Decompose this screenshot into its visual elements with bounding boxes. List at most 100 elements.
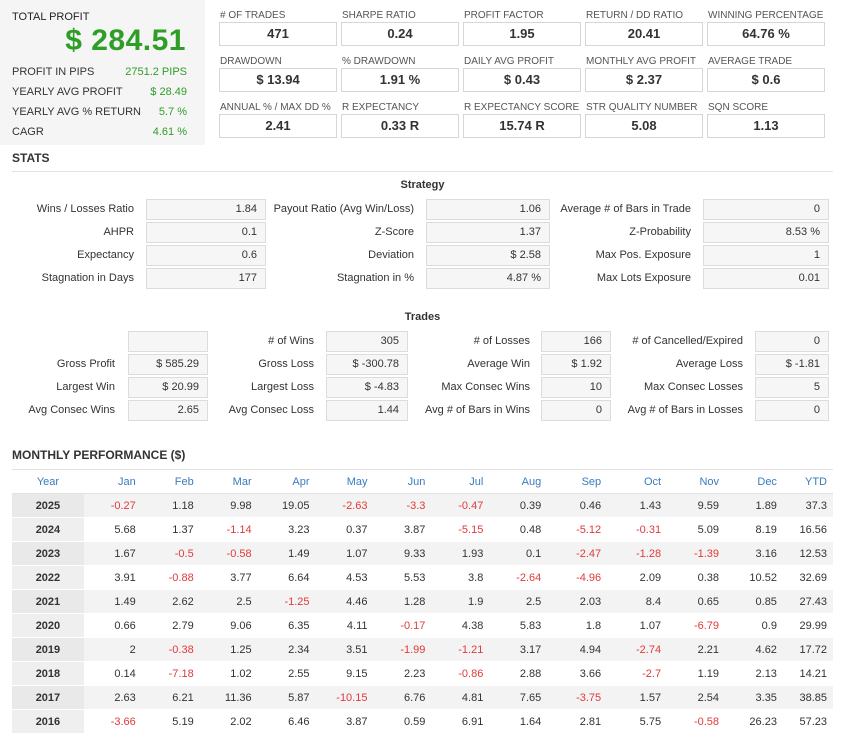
month-value-cell: -5.12: [547, 517, 608, 542]
month-value-cell: -3.75: [547, 685, 608, 710]
metric-trades: # OF TRADES 471: [219, 8, 337, 46]
month-value-cell: 2.09: [607, 565, 668, 590]
month-value-cell: 1.43: [607, 493, 668, 518]
month-value-cell: 3.16: [725, 541, 783, 566]
table-body: 2025 -0.27 1.18 9.98 19.05 -2.63 -3.3 -0.47 0.39…: [12, 493, 833, 734]
month-value-cell: -5.15: [431, 517, 490, 542]
month-value-cell: 9.15: [315, 661, 374, 686]
stat-value: $ -4.83: [326, 377, 408, 398]
stat-value: $ 2.58: [426, 245, 550, 266]
stat-value: 1.44: [326, 400, 408, 421]
month-value-cell: 0.37: [315, 517, 374, 542]
month-value-cell: 38.85: [782, 685, 833, 710]
summary-row-value: 5.7 %: [158, 106, 187, 118]
month-value-cell: 4.62: [725, 637, 783, 662]
table-row: 2019 2 -0.38 1.25 2.34 3.51 -1.99 -1.21 3.17 4.94…: [12, 637, 833, 662]
month-value-cell: 2.21: [667, 637, 726, 662]
stat-value: 1.84: [146, 199, 266, 220]
stat-value: 1: [703, 245, 829, 266]
monthly-performance-title: MONTHLY PERFORMANCE ($): [12, 448, 186, 462]
metric-sqn-score: SQN SCORE 1.13: [707, 100, 825, 138]
month-value-cell: 9.06: [199, 613, 258, 638]
month-value-cell: 8.19: [725, 517, 783, 542]
summary-row-label: YEARLY AVG % RETURN: [12, 106, 141, 118]
month-value-cell: 5.87: [257, 685, 316, 710]
column-header-jan: Jan: [83, 469, 142, 494]
stat-value: 8.53 %: [703, 222, 829, 243]
month-value-cell: -2.47: [547, 541, 608, 566]
stat-value: 0.1: [146, 222, 266, 243]
month-value-cell: 14.21: [782, 661, 833, 686]
metric-percent-drawdown: % DRAWDOWN 1.91 %: [341, 54, 459, 92]
metric-label: # OF TRADES: [220, 10, 286, 21]
month-value-cell: 2.03: [547, 589, 608, 614]
metric-str-quality-number: STR QUALITY NUMBER 5.08: [585, 100, 703, 138]
stat-value: 0: [755, 400, 829, 421]
stat-value: 0.01: [703, 268, 829, 289]
metric-label: PROFIT FACTOR: [464, 10, 544, 21]
metric-label: AVERAGE TRADE: [708, 56, 793, 67]
month-value-cell: -0.17: [373, 613, 432, 638]
month-value-cell: 3.51: [315, 637, 374, 662]
month-value-cell: -0.88: [141, 565, 200, 590]
month-value-cell: -0.58: [199, 541, 258, 566]
total-profit-label: TOTAL PROFIT: [12, 11, 90, 23]
month-value-cell: 2.88: [489, 661, 548, 686]
month-value-cell: 2.5: [489, 589, 548, 614]
summary-row-label: YEARLY AVG PROFIT: [12, 86, 123, 98]
metric-label: % DRAWDOWN: [342, 56, 416, 67]
table-row: 2020 0.66 2.79 9.06 6.35 4.11 -0.17 4.38 5.83 1.8…: [12, 613, 833, 638]
year-cell: 2020: [12, 613, 84, 638]
month-value-cell: 2.63: [83, 685, 142, 710]
metric-drawdown: DRAWDOWN $ 13.94: [219, 54, 337, 92]
month-value-cell: -10.15: [315, 685, 374, 710]
month-value-cell: 3.35: [725, 685, 783, 710]
column-header-year: Year: [12, 469, 84, 494]
year-cell: 2025: [12, 493, 84, 518]
month-value-cell: 6.35: [257, 613, 316, 638]
month-value-cell: 5.09: [667, 517, 726, 542]
column-header-apr: Apr: [257, 469, 316, 494]
month-value-cell: 4.53: [315, 565, 374, 590]
stat-label: Avg # of Bars in Wins: [425, 404, 530, 416]
month-value-cell: 5.53: [373, 565, 432, 590]
table-row: 2023 1.67 -0.5 -0.58 1.49 1.07 9.33 1.93 0.1 -2.4…: [12, 541, 833, 566]
stats-divider: [12, 171, 833, 172]
stat-label: Largest Loss: [251, 381, 314, 393]
year-cell: 2022: [12, 565, 84, 590]
month-value-cell: 2.81: [547, 709, 608, 734]
month-value-cell: 1.37: [141, 517, 200, 542]
stat-value: 0.6: [146, 245, 266, 266]
column-header-oct: Oct: [607, 469, 668, 494]
stat-label: Stagnation in Days: [41, 272, 134, 284]
stat-label: Max Consec Wins: [441, 381, 530, 393]
month-value-cell: 5.68: [83, 517, 142, 542]
stat-value: $ 20.99: [128, 377, 208, 398]
table-row: 2025 -0.27 1.18 9.98 19.05 -2.63 -3.3 -0.47 0.39…: [12, 493, 833, 518]
metric-label: ANNUAL % / MAX DD %: [220, 102, 331, 113]
metric-label: WINNING PERCENTAGE: [708, 10, 824, 21]
month-value-cell: 0.39: [489, 493, 548, 518]
total-profit-value: $ 284.51: [65, 24, 186, 57]
column-header-jul: Jul: [431, 469, 490, 494]
table-row: 2021 1.49 2.62 2.5 -1.25 4.46 1.28 1.9 2.5 2.03 8.…: [12, 589, 833, 614]
month-value-cell: -0.58: [667, 709, 726, 734]
month-value-cell: -3.3: [373, 493, 432, 518]
month-value-cell: 1.57: [607, 685, 668, 710]
metric-monthly-avg-profit: MONTHLY AVG PROFIT $ 2.37: [585, 54, 703, 92]
month-value-cell: 1.9: [431, 589, 490, 614]
metric-value: 0.24: [341, 22, 459, 46]
year-cell: 2016: [12, 709, 84, 734]
month-value-cell: 57.23: [782, 709, 833, 734]
stat-label: Average Loss: [675, 358, 743, 370]
month-value-cell: 1.07: [315, 541, 374, 566]
month-value-cell: 3.87: [373, 517, 432, 542]
metric-annual-max-dd: ANNUAL % / MAX DD % 2.41: [219, 100, 337, 138]
month-value-cell: 0.85: [725, 589, 783, 614]
stat-label: Gross Profit: [56, 358, 115, 370]
metric-winning-percentage: WINNING PERCENTAGE 64.76 %: [707, 8, 825, 46]
month-value-cell: -3.66: [83, 709, 142, 734]
month-value-cell: 26.23: [725, 709, 783, 734]
month-value-cell: -1.28: [607, 541, 668, 566]
stat-label: Max Consec Losses: [643, 381, 743, 393]
